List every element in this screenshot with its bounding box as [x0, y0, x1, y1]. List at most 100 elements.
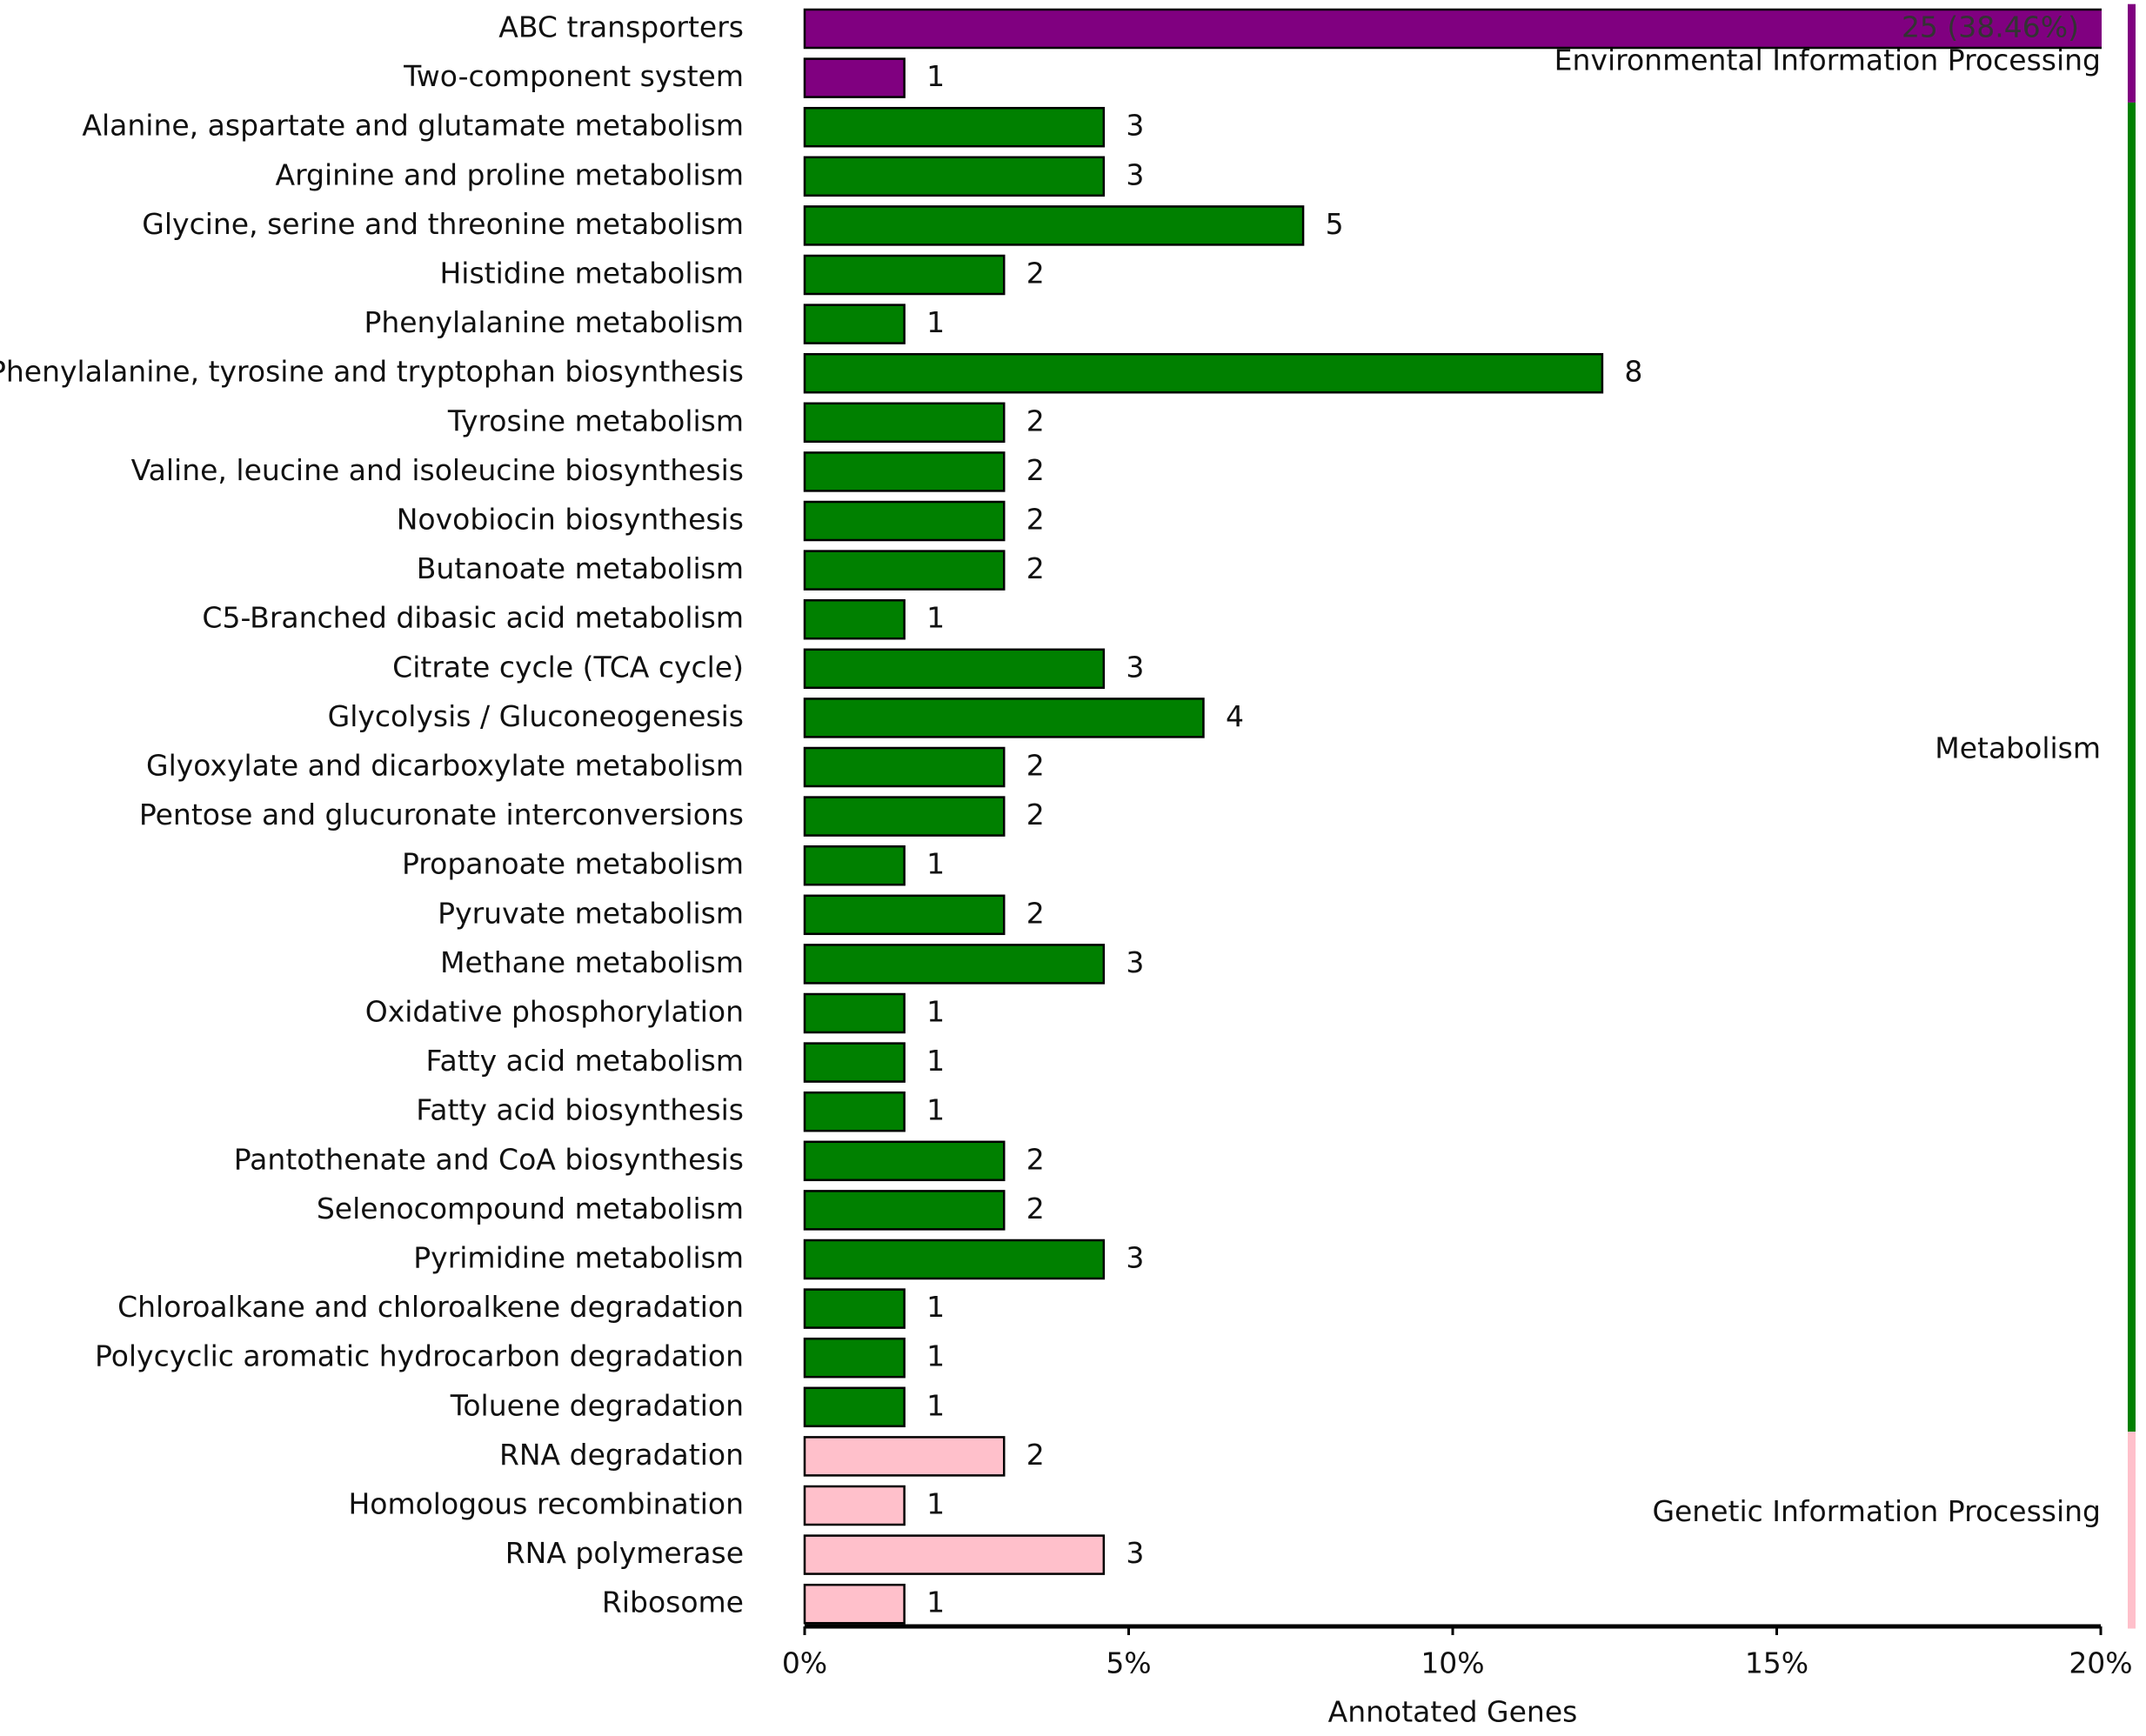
value-label: 1 — [926, 59, 945, 93]
value-label: 25 (38.46%) — [1902, 10, 2079, 44]
category-label: Arginine and proline metabolism — [276, 157, 745, 191]
value-label: 1 — [926, 1586, 945, 1619]
bar — [803, 1583, 906, 1625]
category-label: C5-Branched dibasic acid metabolism — [202, 601, 744, 635]
bar — [803, 1091, 906, 1132]
bar — [803, 352, 1604, 394]
value-label: 1 — [926, 1093, 945, 1127]
category-label: ABC transporters — [498, 10, 744, 44]
group-bar — [2128, 1432, 2136, 1629]
value-label: 1 — [926, 995, 945, 1029]
bar — [803, 156, 1106, 197]
bar — [803, 746, 1006, 788]
value-label: 1 — [926, 305, 945, 339]
value-label: 2 — [1026, 503, 1045, 537]
x-tick-label: 10% — [1421, 1646, 1484, 1680]
category-label: Fatty acid biosynthesis — [416, 1093, 744, 1127]
bar — [803, 598, 906, 640]
category-label: Selenocompound metabolism — [317, 1192, 744, 1225]
value-label: 1 — [926, 1487, 945, 1521]
value-label: 1 — [926, 1388, 945, 1422]
category-label: Pyruvate metabolism — [438, 896, 744, 930]
category-label: Tyrosine metabolism — [447, 404, 744, 437]
category-label: Alanine, aspartate and glutamate metabol… — [82, 109, 744, 143]
value-label: 5 — [1326, 207, 1344, 241]
bar — [803, 402, 1006, 444]
value-label: 2 — [1026, 453, 1045, 487]
value-label: 2 — [1026, 896, 1045, 930]
group-label: Metabolism — [1935, 731, 2101, 765]
x-tick-label: 15% — [1745, 1646, 1808, 1680]
value-label: 2 — [1026, 1192, 1045, 1225]
bar — [803, 796, 1006, 837]
bar — [803, 992, 906, 1034]
category-label: Homologous recombination — [348, 1487, 744, 1521]
value-label: 2 — [1026, 1142, 1045, 1176]
category-label: Polycyclic aromatic hydrocarbon degradat… — [95, 1339, 744, 1373]
category-label: Two-component system — [403, 59, 744, 93]
category-label: Citrate cycle (TCA cycle) — [392, 650, 744, 684]
bar — [803, 1190, 1006, 1231]
category-label: Phenylalanine metabolism — [364, 305, 744, 339]
bar — [803, 1386, 906, 1428]
value-label: 1 — [926, 847, 945, 881]
category-label: Glycine, serine and threonine metabolism — [142, 207, 744, 241]
category-label: RNA polymerase — [505, 1536, 744, 1570]
value-label: 3 — [1126, 945, 1144, 979]
value-label: 2 — [1026, 551, 1045, 585]
bar — [803, 106, 1106, 148]
x-tick-label: 20% — [2069, 1646, 2132, 1680]
category-label: Histidine metabolism — [439, 257, 744, 290]
category-label: RNA degradation — [499, 1438, 744, 1472]
bar — [803, 648, 1106, 690]
bar — [803, 845, 906, 886]
category-label: Valine, leucine and isoleucine biosynthe… — [131, 453, 744, 487]
category-label: Pyrimidine metabolism — [413, 1241, 744, 1275]
value-label: 4 — [1226, 699, 1244, 733]
x-tick-label: 0% — [782, 1646, 827, 1680]
value-label: 1 — [926, 601, 945, 635]
value-label: 3 — [1126, 1536, 1144, 1570]
group-bar — [2128, 3, 2136, 103]
category-label: Chloroalkane and chloroalkene degradatio… — [117, 1290, 744, 1324]
bar — [803, 944, 1106, 985]
bar — [803, 1436, 1006, 1477]
plot-area — [803, 8, 2102, 1625]
group-label: Genetic Information Processing — [1652, 1494, 2101, 1528]
category-label: Toluene degradation — [450, 1388, 744, 1422]
category-label: Pentose and glucuronate interconversions — [139, 798, 744, 831]
value-label: 2 — [1026, 257, 1045, 290]
bar — [803, 1534, 1106, 1575]
x-axis-title: Annotated Genes — [1328, 1695, 1578, 1729]
category-label: Pantothenate and CoA biosynthesis — [234, 1142, 744, 1176]
category-label: Propanoate metabolism — [402, 847, 744, 881]
bar — [803, 698, 1205, 738]
bar — [803, 451, 1006, 492]
bar — [803, 254, 1006, 296]
category-label: Fatty acid metabolism — [426, 1044, 744, 1078]
value-label: 2 — [1026, 798, 1045, 831]
category-label: Glycolysis / Gluconeogenesis — [328, 699, 744, 733]
value-label: 2 — [1026, 749, 1045, 783]
value-label: 3 — [1126, 1241, 1144, 1275]
bar — [803, 304, 906, 344]
bar — [803, 1140, 1006, 1182]
x-tick-label: 5% — [1106, 1646, 1151, 1680]
bar — [803, 1485, 906, 1526]
group-label: Environmental Information Processing — [1554, 43, 2101, 77]
bar — [803, 205, 1305, 246]
bar — [803, 57, 906, 98]
value-label: 1 — [926, 1339, 945, 1373]
bar — [803, 1042, 906, 1083]
value-label: 8 — [1624, 355, 1642, 389]
category-label: Oxidative phosphorylation — [365, 995, 744, 1029]
category-label: Glyoxylate and dicarboxylate metabolism — [146, 749, 744, 783]
category-label: Methane metabolism — [440, 945, 744, 979]
bar — [803, 8, 2102, 50]
category-label: Novobiocin biosynthesis — [397, 503, 744, 537]
category-label: Butanoate metabolism — [417, 551, 744, 585]
value-label: 3 — [1126, 650, 1144, 684]
value-label: 3 — [1126, 157, 1144, 191]
value-label: 3 — [1126, 109, 1144, 143]
bar — [803, 550, 1006, 591]
